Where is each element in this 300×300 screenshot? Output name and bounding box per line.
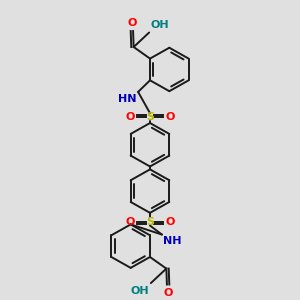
Text: S: S <box>146 217 154 226</box>
Text: O: O <box>163 288 172 298</box>
Text: O: O <box>166 112 175 122</box>
Text: O: O <box>125 112 134 122</box>
Text: O: O <box>166 217 175 226</box>
Text: OH: OH <box>151 20 170 30</box>
Text: HN: HN <box>118 94 136 104</box>
Text: OH: OH <box>130 286 149 296</box>
Text: NH: NH <box>164 236 182 246</box>
Text: O: O <box>128 18 137 28</box>
Text: O: O <box>125 217 134 226</box>
Text: S: S <box>146 112 154 122</box>
